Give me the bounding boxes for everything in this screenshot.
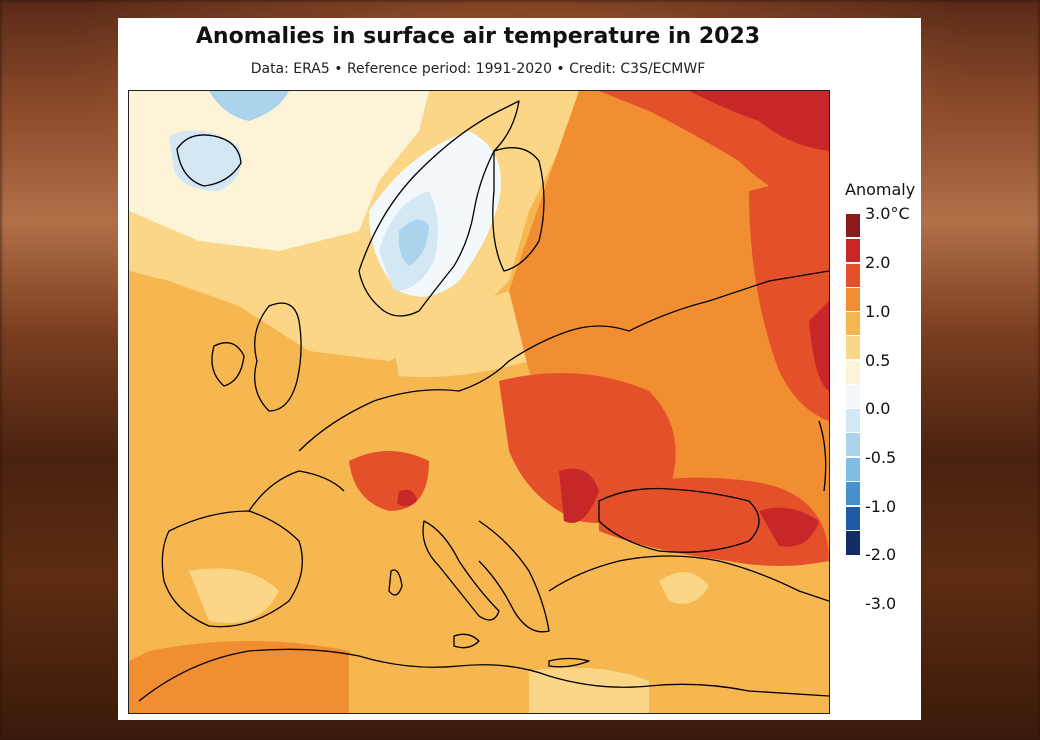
coastline-scandinavia: [358, 100, 520, 317]
legend-bin-12: [846, 482, 860, 505]
field-north-atlantic-neutral: [129, 91, 429, 251]
field-norway-colder: [398, 219, 429, 266]
coastline-black-sea: [598, 487, 760, 553]
field-baltic-pale: [389, 291, 536, 377]
coastline-greece-turkey: [548, 555, 829, 602]
coastline-caspian: [818, 420, 827, 492]
coastline-iceland: [176, 134, 242, 187]
field-turkey-pale: [659, 572, 709, 604]
anomaly-map: [128, 90, 830, 714]
legend-bin-4: [846, 288, 860, 311]
legend-tick-minus-2: -2.0: [865, 545, 897, 564]
legend-bin-8: [846, 385, 860, 408]
legend-bin-5: [846, 312, 860, 335]
field-black-sea-warm: [599, 477, 829, 566]
legend-bin-3: [846, 264, 860, 287]
legend-tick-3: 3.0°C: [865, 204, 910, 223]
legend-bin-13: [846, 507, 860, 530]
legend-bin-14: [846, 531, 860, 555]
field-ukraine-hot: [559, 468, 599, 523]
legend-tick-minus-0-5: -0.5: [865, 448, 897, 467]
coastline-italy: [422, 520, 500, 621]
coastline-finland: [492, 147, 545, 272]
coastline-iberia: [161, 510, 303, 628]
coastline-north-africa: [138, 648, 829, 702]
legend-tick-0: 0.0: [865, 399, 891, 418]
field-alps-hot: [397, 489, 417, 507]
figure-card: Anomalies in surface air temperature in …: [118, 18, 921, 720]
legend-tick-0-5: 0.5: [865, 351, 891, 370]
map-subtitle: Data: ERA5 • Reference period: 1991-2020…: [250, 61, 706, 77]
coastline-crete: [548, 657, 590, 668]
legend-tick-minus-1: -1.0: [865, 497, 897, 516]
field-east-hot: [809, 301, 829, 391]
field-urals-warm: [749, 171, 829, 421]
legend-title: Anomaly: [845, 180, 916, 199]
legend-bin-9: [846, 409, 860, 432]
legend-tick-2: 2.0: [865, 253, 891, 272]
coastline-sicily: [453, 633, 480, 649]
field-arctic-hot: [689, 91, 829, 151]
legend-bin-10: [846, 433, 860, 456]
legend-bin-1: [846, 214, 860, 237]
coastline-sardinia: [388, 569, 403, 596]
coastline-britain: [254, 302, 302, 412]
field-caucasus-hot: [759, 507, 819, 547]
legend-tick-1: 1.0: [865, 302, 891, 321]
coastline-france: [248, 470, 345, 512]
coastline-ireland: [211, 342, 245, 387]
coastline-balkans: [478, 520, 550, 633]
legend-tick-minus-3: -3.0: [865, 594, 897, 613]
field-greenland-sea-cool: [209, 91, 289, 121]
coastlines: [138, 100, 829, 702]
legend-bin-7: [846, 361, 860, 384]
legend-bin-11: [846, 458, 860, 481]
coastline-mainland: [298, 270, 829, 452]
field-iberia-pale: [189, 568, 279, 623]
map-title: Anomalies in surface air temperature in …: [195, 24, 761, 49]
field-sahara-warm: [129, 641, 349, 713]
legend-bin-6: [846, 336, 860, 359]
legend-bin-2: [846, 239, 860, 262]
